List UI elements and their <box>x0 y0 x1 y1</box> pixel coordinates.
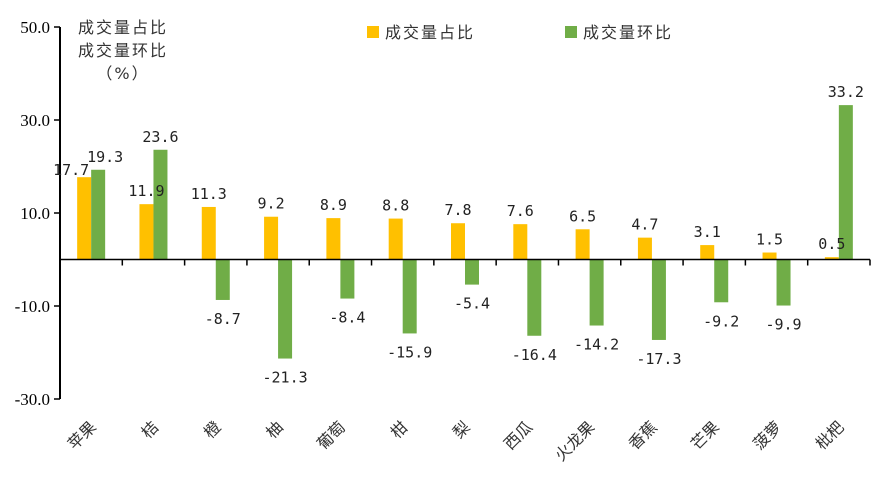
x-tick-label: 苹果 <box>64 417 100 453</box>
bar-mom <box>651 259 666 340</box>
bar-mom <box>215 259 230 300</box>
x-tick-label: 香蕉 <box>625 417 661 453</box>
bar-share <box>762 252 777 260</box>
data-label-share: 17.7 <box>53 161 89 179</box>
legend-label: 成交量环比 <box>583 23 673 42</box>
bar-mom <box>153 149 168 260</box>
y-tick-label: -10.0 <box>15 297 50 316</box>
x-tick-label: 柑 <box>387 417 412 442</box>
y-tick-label: 30.0 <box>20 111 50 130</box>
data-label-share: 7.8 <box>444 201 471 219</box>
data-label-share: 8.8 <box>382 197 409 215</box>
bar-mom <box>340 259 355 299</box>
data-label-share: 9.2 <box>258 195 285 213</box>
y-axis-title-line: 成交量环比 <box>78 41 168 60</box>
y-axis: 50.0 30.0 10.0 -10.0 -30.0 <box>15 18 61 409</box>
data-label-share: 8.9 <box>320 196 347 214</box>
y-tick-label: -30.0 <box>15 390 50 409</box>
bar-mom <box>527 259 542 336</box>
legend-label: 成交量占比 <box>385 23 475 42</box>
data-label-share: 7.6 <box>507 202 534 220</box>
data-label-share: 11.9 <box>128 182 164 200</box>
bar-mom <box>465 259 479 285</box>
y-axis-title-line: （%） <box>96 64 149 83</box>
bars: 17.719.3 11.9 23.6 11.3 -8.7 9.2 -21.3 8.9 -8.4 8… <box>53 83 864 386</box>
y-tick-label: 50.0 <box>20 18 50 37</box>
bar-mom <box>714 259 729 303</box>
data-label-mom: -14.2 <box>574 336 619 354</box>
bar-mom <box>838 105 853 260</box>
bar-share <box>139 204 154 260</box>
x-tick-label: 西瓜 <box>500 417 536 453</box>
bar-mom <box>278 259 293 359</box>
data-label-share: 11.3 <box>191 185 227 203</box>
legend-swatch <box>367 26 379 38</box>
bar-share <box>201 206 216 260</box>
bar-share <box>451 223 465 260</box>
data-label-mom: 33.2 <box>828 83 864 101</box>
data-label-mom: -9.2 <box>703 312 739 330</box>
bar-mom <box>589 259 604 326</box>
data-label-share: 1.5 <box>756 231 783 249</box>
bar-share <box>77 177 92 260</box>
y-tick-label: 10.0 <box>20 204 50 223</box>
data-label-mom: 23.6 <box>142 128 178 146</box>
data-label-mom: -17.3 <box>636 350 681 368</box>
y-axis-title-line: 成交量占比 <box>78 18 168 37</box>
data-label-share: 0.5 <box>818 235 845 253</box>
data-label-mom: -5.4 <box>454 295 490 313</box>
x-tick-label: 柚 <box>262 417 287 442</box>
data-label-mom: -16.4 <box>512 346 557 364</box>
bar-share <box>326 218 341 260</box>
bar-share <box>824 257 839 260</box>
bar-mom <box>402 259 417 334</box>
data-label-mom: -8.4 <box>329 309 365 327</box>
data-label-share: 6.5 <box>569 207 596 225</box>
x-tick-label: 火龙果 <box>551 417 598 464</box>
legend: 成交量占比 成交量环比 <box>367 23 673 42</box>
bar-share <box>264 216 279 260</box>
x-tick-label: 枇杷 <box>812 417 848 453</box>
data-label-mom: -9.9 <box>765 316 801 334</box>
bar-share <box>575 229 590 260</box>
x-tick-label: 梨 <box>449 417 474 442</box>
bar-share <box>637 237 652 260</box>
bar-share <box>513 224 528 260</box>
x-tick-label: 葡萄 <box>313 417 349 453</box>
data-label-mom: -15.9 <box>387 343 432 361</box>
bar-share <box>700 245 715 260</box>
data-label-share: 4.7 <box>631 216 658 234</box>
x-axis: 苹果 桔 橙 柚 葡萄 柑 梨 西瓜 火龙果 香蕉 芒果 菠萝 枇杷 <box>59 258 871 465</box>
x-tick-label: 菠萝 <box>749 417 785 453</box>
x-tick-label: 橙 <box>200 417 225 442</box>
data-label-mom: -21.3 <box>262 369 307 387</box>
x-tick-label: 桔 <box>138 417 163 442</box>
data-label-mom: -8.7 <box>205 310 241 328</box>
data-label-mom: 19.3 <box>87 148 123 166</box>
bar-mom <box>91 169 106 260</box>
bar-mom <box>776 259 791 306</box>
bar-share <box>388 218 403 260</box>
x-tick-label: 芒果 <box>687 417 723 453</box>
legend-swatch <box>565 26 577 38</box>
data-label-share: 3.1 <box>694 223 721 241</box>
